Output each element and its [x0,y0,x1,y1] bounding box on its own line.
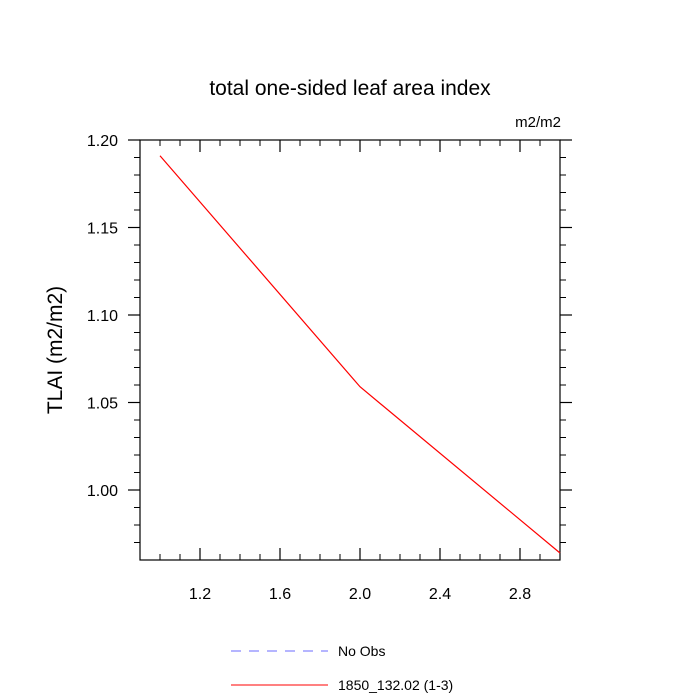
y-tick-label: 1.00 [87,483,118,500]
y-tick-label: 1.20 [87,133,118,150]
x-tick-label: 2.0 [349,586,371,603]
y-tick-label: 1.15 [87,221,118,238]
series-layer [159,155,561,554]
legend: No Obs 1850_132.02 (1-3) [231,643,453,693]
x-tick-label: 2.4 [429,586,451,603]
units-label: m2/m2 [515,114,561,131]
chart-title: total one-sided leaf area index [209,77,491,100]
x-tick-label: 1.6 [269,586,291,603]
plot-frame [139,139,561,561]
x-tick-label: 1.2 [189,586,211,603]
series-line-0 [159,155,561,554]
y-tick-label: 1.05 [87,396,118,413]
y-tick-label: 1.10 [87,308,118,325]
axis-ticks [128,139,572,560]
legend-label-1850: 1850_132.02 (1-3) [338,677,453,693]
legend-item-1850: 1850_132.02 (1-3) [231,677,453,693]
legend-label-no-obs: No Obs [338,643,385,659]
tick-labels: 1.2 1.6 2.0 2.4 2.8 1.00 1.05 1.10 1.15 1.20 [87,133,531,603]
legend-item-no-obs: No Obs [231,643,385,659]
y-axis-label: TLAI (m2/m2) [44,286,67,414]
x-tick-label: 2.8 [509,586,531,603]
